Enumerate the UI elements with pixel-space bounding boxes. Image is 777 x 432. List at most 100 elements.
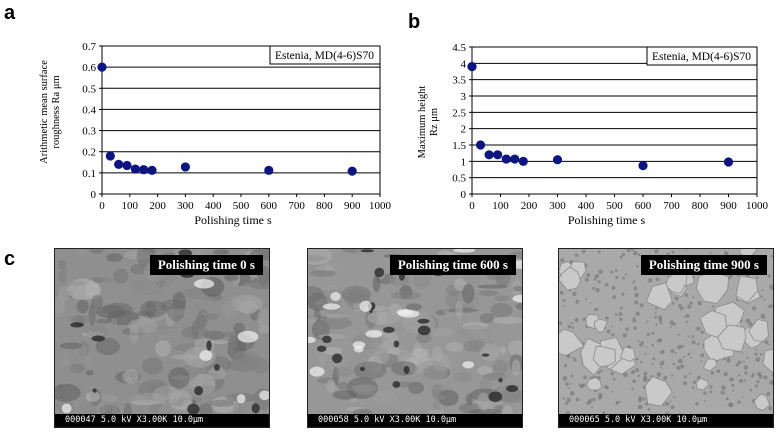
sem-grain xyxy=(96,318,111,324)
sem-filler xyxy=(709,385,713,389)
sem-filler xyxy=(728,402,734,408)
sem-filler xyxy=(766,391,771,396)
sem-filler xyxy=(637,340,640,343)
sem-filler-particle xyxy=(695,271,729,305)
sem-grain xyxy=(233,322,245,335)
sem-filler xyxy=(651,331,655,335)
sem-filler xyxy=(568,387,570,390)
sem-grain xyxy=(416,332,432,344)
sem-filler xyxy=(770,255,773,258)
sem-filler xyxy=(695,401,699,406)
sem-grain xyxy=(317,333,346,339)
sem-filler xyxy=(632,250,638,256)
sem-filler xyxy=(569,391,575,396)
sem-filler xyxy=(683,355,685,358)
sem-filler xyxy=(731,383,735,387)
sem-filler xyxy=(604,282,609,287)
sem-filler xyxy=(637,374,640,378)
y-tick-label: 3 xyxy=(461,91,467,103)
sem-filler xyxy=(678,358,683,364)
sem-grain xyxy=(208,399,235,407)
data-point xyxy=(467,62,477,72)
x-tick-label: 800 xyxy=(692,200,709,212)
y-axis-label: Maximum height xyxy=(417,86,428,159)
sem-pit xyxy=(506,385,519,392)
sem-grain xyxy=(373,390,398,404)
sem-filler xyxy=(575,397,580,402)
sem-highlight xyxy=(359,300,372,312)
sem-filler xyxy=(656,372,662,377)
sem-filler xyxy=(611,333,615,337)
sem-grain xyxy=(386,347,401,355)
panel-letter-a: a xyxy=(4,2,16,24)
sem-filler xyxy=(633,286,638,291)
sem-grain xyxy=(480,343,500,362)
sem-pit xyxy=(91,335,105,342)
sem-grain xyxy=(326,313,348,319)
sem-highlight xyxy=(259,390,269,401)
sem-texture-drawing xyxy=(559,249,773,417)
sem-grain xyxy=(57,259,67,269)
sem-grain xyxy=(93,277,103,284)
sem-grain xyxy=(201,295,215,302)
sem-filler xyxy=(595,287,600,293)
sem-filler xyxy=(655,323,658,326)
x-tick-label: 0 xyxy=(99,200,105,212)
sem-grain xyxy=(84,323,108,337)
sem-filler xyxy=(669,400,672,403)
sem-pit xyxy=(374,267,385,278)
sem-filler xyxy=(567,324,572,329)
sem-filler-particle xyxy=(644,376,673,407)
sem-highlight xyxy=(236,393,246,404)
sem-pit xyxy=(488,391,503,403)
data-point xyxy=(723,157,734,167)
sem-grain xyxy=(511,359,521,376)
sem-highlight xyxy=(308,336,316,343)
sem-pit xyxy=(251,403,260,414)
sem-filler xyxy=(738,374,741,377)
sem-filler xyxy=(660,349,665,355)
sem-grain xyxy=(89,249,104,254)
sem-grain xyxy=(353,361,387,380)
sem-filler xyxy=(691,335,695,338)
sem-filler xyxy=(745,318,751,324)
sem-filler xyxy=(584,277,589,282)
sem-filler-particle xyxy=(559,266,582,291)
sem-filler xyxy=(700,353,705,358)
sem-grain xyxy=(196,308,209,327)
x-axis-label: Polishing time s xyxy=(194,213,272,227)
data-point xyxy=(552,155,563,165)
sem-grain xyxy=(324,261,343,271)
sem-grain xyxy=(427,327,455,337)
sem-filler xyxy=(619,317,623,322)
sem-filler xyxy=(771,288,773,291)
sem-filler xyxy=(586,273,591,278)
sem-filler xyxy=(683,375,688,379)
sem-pit xyxy=(403,365,410,375)
sem-scale-bar: 000058 5.0 kV X3.00K 10.0μm xyxy=(308,414,522,427)
sem-grain xyxy=(77,249,87,255)
sem-filler xyxy=(737,360,742,365)
sem-filler xyxy=(685,249,688,251)
sem-filler xyxy=(748,322,753,327)
sem-filler xyxy=(670,405,675,410)
sem-grain xyxy=(428,385,449,391)
sem-grain xyxy=(212,249,230,255)
sem-caption: Polishing time 0 s xyxy=(149,255,263,275)
sem-filler xyxy=(679,306,684,311)
sem-grain xyxy=(59,342,83,350)
data-point xyxy=(510,154,520,164)
sem-filler xyxy=(562,397,565,400)
sem-filler xyxy=(598,269,603,275)
sem-filler xyxy=(624,273,628,276)
sem-scale-bar: 000065 5.0 kV X3.00K 10.0μm xyxy=(559,414,773,427)
sem-filler xyxy=(642,397,646,401)
y-tick-label: 0.6 xyxy=(82,62,96,74)
sem-image-0s: Polishing time 0 s 000047 5.0 kV X3.00K … xyxy=(54,248,270,428)
sem-filler xyxy=(651,363,654,366)
sem-filler xyxy=(654,249,659,254)
sem-grain xyxy=(499,346,507,355)
sem-filler xyxy=(710,371,715,375)
sem-filler xyxy=(692,296,695,299)
